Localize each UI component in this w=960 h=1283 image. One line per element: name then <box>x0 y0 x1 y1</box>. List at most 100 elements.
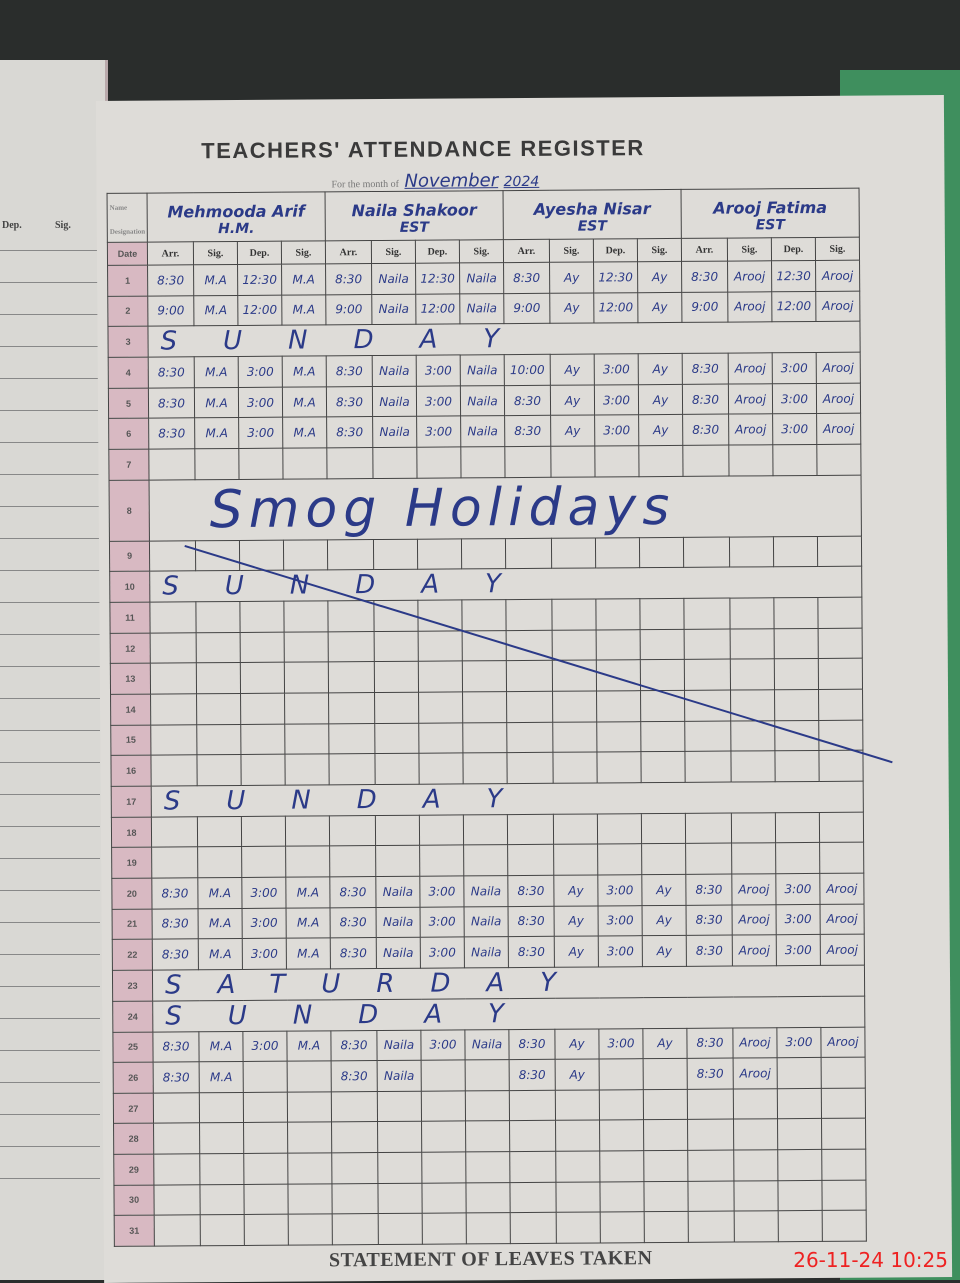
signature-cell <box>197 846 242 878</box>
departure-cell <box>416 446 462 478</box>
departure-cell: 3:00 <box>238 417 283 449</box>
signature-cell: Arooj <box>727 291 772 323</box>
signature-cell <box>731 843 776 874</box>
signature-cell: Arooj <box>732 934 777 966</box>
signature-cell: M.A <box>194 387 239 419</box>
signature-cell <box>463 814 508 846</box>
departure-cell <box>596 629 641 661</box>
month-value: November <box>404 170 499 192</box>
departure-cell: 3:00 <box>598 1028 644 1060</box>
column-header: Dep. <box>237 241 282 265</box>
departure-cell <box>243 1122 288 1154</box>
departure-cell <box>417 600 463 631</box>
signature-cell: Naila <box>372 386 417 417</box>
arrival-cell: 8:30 <box>503 262 550 294</box>
arrival-cell: 8:30 <box>326 416 373 448</box>
arrival-cell: 8:30 <box>153 1062 200 1093</box>
page-title: TEACHERS' ATTENDANCE REGISTER <box>201 135 645 164</box>
designation-label: Designation <box>109 227 146 236</box>
signature-cell <box>640 751 686 783</box>
arrival-cell <box>509 1090 556 1122</box>
departure-cell: 3:00 <box>594 415 639 446</box>
arrival-cell <box>685 843 732 875</box>
departure-cell <box>421 1121 466 1153</box>
signature-cell <box>199 1092 244 1124</box>
arrival-cell <box>328 753 376 785</box>
departure-cell: 3:00 <box>772 413 817 445</box>
date-cell: 5 <box>108 387 149 419</box>
signature-cell: Naila <box>376 906 421 938</box>
arrival-cell: 8:30 <box>682 414 729 446</box>
departure-cell <box>421 1060 466 1092</box>
signature-cell <box>282 447 328 479</box>
signature-cell <box>818 750 864 782</box>
signature-cell: Naila <box>377 1060 422 1092</box>
arrival-cell <box>505 599 553 631</box>
departure-cell: 3:00 <box>772 383 817 415</box>
signature-cell <box>462 722 507 754</box>
signature-cell: Arooj <box>816 382 861 414</box>
signature-cell <box>284 723 329 755</box>
signature-cell <box>284 692 329 724</box>
signature-cell: M.A <box>282 417 327 449</box>
departure-cell <box>422 1213 467 1245</box>
signature-cell <box>463 844 508 876</box>
left-page-rule <box>0 666 100 667</box>
arrival-cell: 8:30 <box>325 263 372 295</box>
teacher-name-row: Name Designation Mehmooda Arif H.M. Naila Sh… <box>107 188 860 243</box>
date-cell: 29 <box>113 1154 154 1186</box>
arrival-cell <box>687 1088 734 1120</box>
signature-cell: Ay <box>638 353 683 385</box>
column-header: Sig. <box>727 237 772 262</box>
signature-cell <box>374 630 419 662</box>
signature-cell <box>641 813 686 844</box>
signature-cell: Naila <box>460 354 505 386</box>
signature-cell <box>462 630 507 662</box>
date-cell: 14 <box>110 694 151 725</box>
signature-cell <box>466 1212 511 1244</box>
left-page-rule <box>0 762 100 763</box>
signature-cell <box>196 693 241 725</box>
teacher-designation: EST <box>577 217 607 235</box>
signature-cell: M.A <box>193 295 238 326</box>
arrival-cell <box>687 1180 735 1212</box>
signature-cell <box>374 722 419 754</box>
signature-cell <box>728 444 774 476</box>
signature-cell <box>285 815 330 847</box>
signature-cell: Arooj <box>819 873 865 904</box>
departure-cell <box>777 1088 822 1120</box>
departure-cell <box>775 812 820 844</box>
arrival-cell <box>506 660 553 692</box>
signature-cell <box>821 1118 866 1150</box>
signature-cell: Ay <box>637 291 682 323</box>
signature-cell <box>640 629 685 661</box>
arrival-cell <box>684 720 731 752</box>
departure-cell <box>777 1149 822 1181</box>
left-page-rule <box>0 282 100 283</box>
smog-holidays-note: Smog Holidays <box>149 474 862 541</box>
departure-cell: 12:30 <box>237 264 282 296</box>
arrival-cell: 8:30 <box>152 938 199 970</box>
departure-cell: 3:00 <box>598 905 643 937</box>
date-header: Date <box>107 242 148 266</box>
signature-cell: Naila <box>464 1029 510 1061</box>
signature-cell: Ay <box>641 874 687 906</box>
arrival-cell <box>151 816 198 848</box>
left-page-rule <box>0 858 100 859</box>
teacher-name: Arooj Fatima <box>713 197 828 218</box>
departure-cell: 3:00 <box>416 385 461 417</box>
column-header: Arr. <box>325 240 372 264</box>
arrival-cell <box>150 632 197 664</box>
left-dep-header: Dep. <box>2 220 22 231</box>
signature-cell <box>641 843 686 875</box>
departure-cell <box>774 689 819 721</box>
signature-cell: Naila <box>372 355 417 387</box>
left-page-rule <box>0 1050 100 1051</box>
date-cell: 19 <box>111 847 152 879</box>
left-page-rule <box>0 1178 100 1179</box>
arrival-cell <box>510 1212 557 1244</box>
signature-cell: Arooj <box>816 413 861 445</box>
signature-cell <box>375 814 420 846</box>
signature-cell <box>821 1149 866 1181</box>
signature-cell: Naila <box>464 936 509 968</box>
